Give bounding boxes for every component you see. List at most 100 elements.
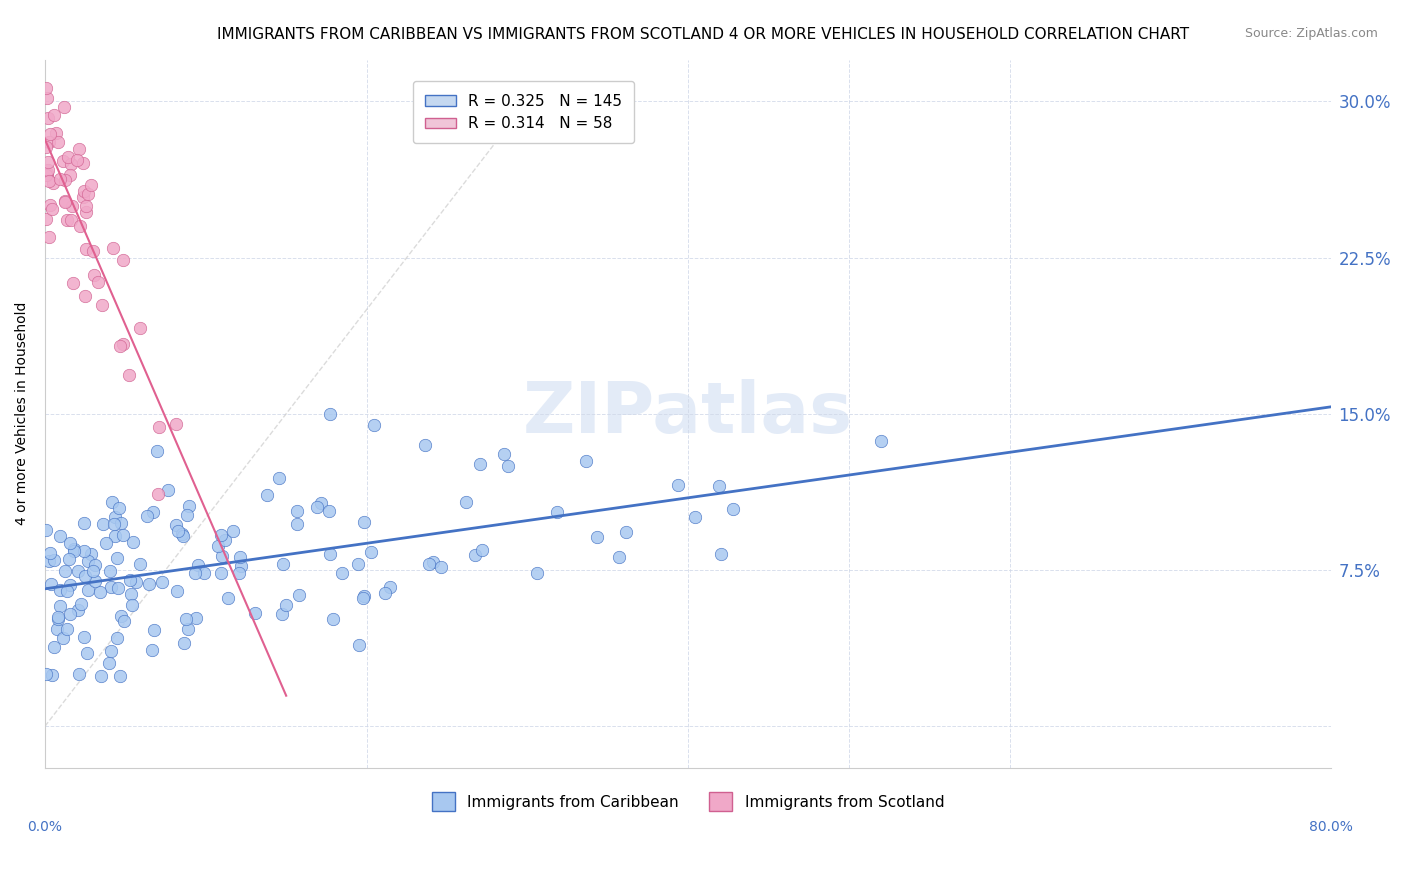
Immigrants from Caribbean [76,582,98,597]
Immigrants from Caribbean [104,529,127,543]
Immigrants from Caribbean [100,580,122,594]
Immigrants from Caribbean [38,554,60,568]
Immigrants from Caribbean [76,647,98,661]
Immigrants from Scotland [69,219,91,233]
Immigrants from Caribbean [146,444,169,458]
Immigrants from Caribbean [121,598,143,612]
Immigrants from Caribbean [135,508,157,523]
Immigrants from Scotland [49,172,72,186]
Immigrants from Caribbean [707,479,730,493]
Immigrants from Scotland [35,166,58,180]
Immigrants from Scotland [42,108,65,122]
Text: Source: ZipAtlas.com: Source: ZipAtlas.com [1244,27,1378,40]
Immigrants from Caribbean [52,631,75,645]
Immigrants from Scotland [38,173,60,187]
Immigrants from Caribbean [353,515,375,529]
Immigrants from Scotland [37,111,59,125]
Immigrants from Caribbean [222,524,245,538]
Immigrants from Scotland [35,168,58,182]
Immigrants from Caribbean [288,589,311,603]
Immigrants from Caribbean [285,503,308,517]
Immigrants from Scotland [83,268,105,283]
Immigrants from Caribbean [142,505,165,519]
Immigrants from Caribbean [66,602,89,616]
Immigrants from Caribbean [607,549,630,564]
Immigrants from Caribbean [666,477,689,491]
Immigrants from Scotland [35,168,58,182]
Immigrants from Caribbean [45,623,67,637]
Immigrants from Scotland [72,190,94,204]
Text: 0.0%: 0.0% [28,820,62,834]
Immigrants from Caribbean [173,636,195,650]
Immigrants from Caribbean [63,544,86,558]
Immigrants from Caribbean [120,587,142,601]
Text: IMMIGRANTS FROM CARIBBEAN VS IMMIGRANTS FROM SCOTLAND 4 OR MORE VEHICLES IN HOUS: IMMIGRANTS FROM CARIBBEAN VS IMMIGRANTS … [217,27,1189,42]
Immigrants from Caribbean [138,577,160,591]
Immigrants from Caribbean [374,585,396,599]
Immigrants from Caribbean [67,667,90,681]
Immigrants from Scotland [56,150,79,164]
Immigrants from Caribbean [105,631,128,645]
Immigrants from Caribbean [56,622,79,636]
Immigrants from Caribbean [471,542,494,557]
Immigrants from Caribbean [209,566,232,581]
Immigrants from Caribbean [710,547,733,561]
Immigrants from Caribbean [269,471,291,485]
Immigrants from Scotland [148,420,170,434]
Immigrants from Caribbean [73,544,96,558]
Immigrants from Caribbean [184,610,207,624]
Immigrants from Caribbean [110,609,132,624]
Immigrants from Caribbean [91,517,114,532]
Immigrants from Caribbean [73,630,96,644]
Immigrants from Scotland [80,178,103,193]
Immigrants from Caribbean [176,508,198,523]
Immigrants from Scotland [91,298,114,312]
Immigrants from Caribbean [318,504,340,518]
Immigrants from Caribbean [418,558,440,572]
Immigrants from Caribbean [44,640,66,655]
Immigrants from Caribbean [309,495,332,509]
Immigrants from Caribbean [193,566,215,581]
Immigrants from Scotland [75,204,97,219]
Immigrants from Caribbean [143,623,166,637]
Immigrants from Scotland [73,184,96,198]
Immigrants from Caribbean [35,667,58,681]
Immigrants from Scotland [56,213,79,227]
Immigrants from Scotland [148,487,170,501]
Immigrants from Caribbean [285,517,308,532]
Immigrants from Caribbean [363,417,385,432]
Immigrants from Caribbean [77,554,100,568]
Immigrants from Caribbean [166,584,188,599]
Immigrants from Scotland [101,241,124,255]
Immigrants from Caribbean [49,582,72,597]
Immigrants from Scotland [165,417,187,432]
Immigrants from Caribbean [229,558,252,573]
Immigrants from Caribbean [70,597,93,611]
Immigrants from Caribbean [614,524,637,539]
Immigrants from Scotland [77,186,100,201]
Immigrants from Caribbean [89,585,111,599]
Immigrants from Caribbean [141,643,163,657]
Immigrants from Scotland [108,339,131,353]
Immigrants from Caribbean [177,622,200,636]
Immigrants from Caribbean [494,447,516,461]
Immigrants from Caribbean [322,612,344,626]
Immigrants from Caribbean [468,457,491,471]
Immigrants from Scotland [59,168,82,182]
Immigrants from Caribbean [347,638,370,652]
Immigrants from Caribbean [80,547,103,561]
Immigrants from Caribbean [464,548,486,562]
Immigrants from Scotland [35,140,58,154]
Immigrants from Caribbean [422,555,444,569]
Immigrants from Caribbean [114,615,136,629]
Immigrants from Caribbean [586,530,609,544]
Immigrants from Scotland [39,198,62,212]
Immigrants from Scotland [37,155,59,169]
Immigrants from Caribbean [319,407,342,421]
Immigrants from Scotland [38,135,60,149]
Immigrants from Scotland [87,275,110,289]
Immigrants from Caribbean [214,533,236,548]
Immigrants from Caribbean [274,599,297,613]
Immigrants from Caribbean [546,505,568,519]
Y-axis label: 4 or more Vehicles in Household: 4 or more Vehicles in Household [15,302,30,525]
